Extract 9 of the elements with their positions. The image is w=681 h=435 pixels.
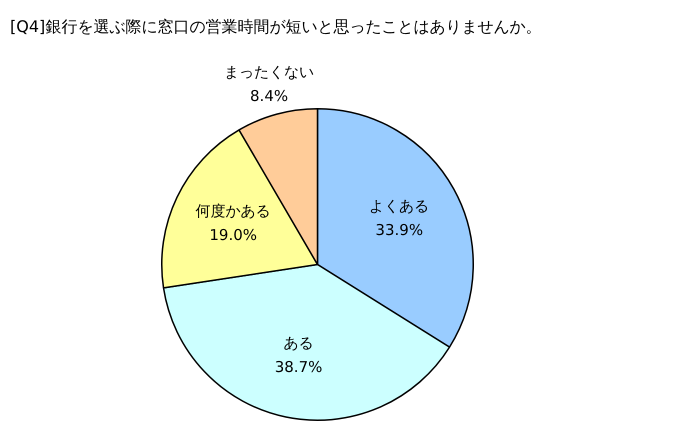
slice-label: ある — [284, 334, 314, 352]
chart-title: [Q4]銀行を選ぶ際に窓口の営業時間が短いと思ったことはありませんか。 — [10, 17, 542, 36]
data-label: 8.4% — [250, 87, 288, 106]
slice-label: よくある — [369, 197, 430, 216]
data-label: 38.7% — [274, 358, 322, 376]
data-label: 19.0% — [209, 226, 258, 244]
slice-label: まったくない — [224, 63, 314, 82]
slice-label: 何度かある — [196, 202, 271, 220]
data-label: 33.9% — [375, 221, 424, 240]
